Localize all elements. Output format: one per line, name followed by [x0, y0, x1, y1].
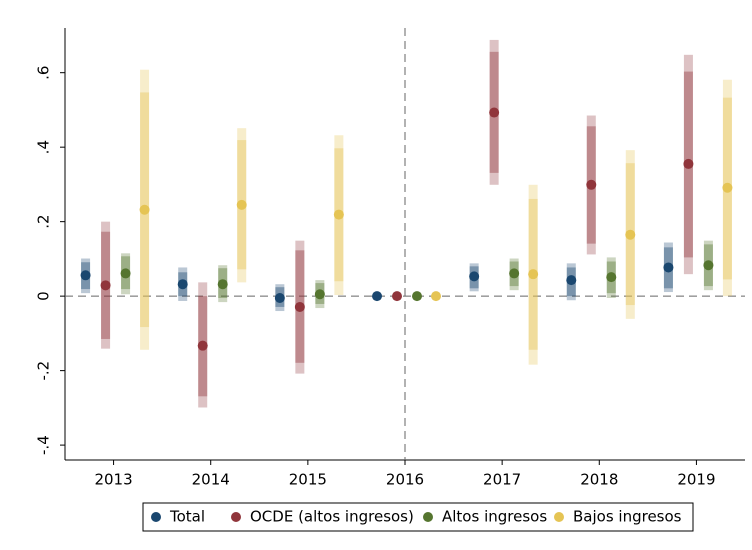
point: [683, 158, 694, 169]
y-tick-label: -.2: [35, 361, 53, 381]
point: [236, 199, 247, 210]
legend-label: Altos ingresos: [442, 508, 547, 526]
point: [197, 340, 208, 351]
x-tick-label: 2018: [580, 471, 618, 489]
point: [274, 293, 285, 303]
legend-label: Total: [169, 508, 205, 526]
x-tick-label: 2017: [483, 471, 521, 489]
point: [139, 204, 150, 215]
point: [566, 275, 577, 286]
point: [722, 182, 733, 193]
point: [663, 262, 674, 273]
legend-marker: [554, 512, 564, 522]
point: [703, 260, 714, 271]
x-tick-label: 2015: [289, 471, 327, 489]
point: [625, 229, 636, 240]
y-tick-label: 0: [35, 291, 53, 301]
x-tick-label: 2019: [677, 471, 715, 489]
point: [80, 270, 91, 281]
point: [217, 279, 228, 290]
point: [392, 291, 402, 302]
point: [294, 301, 305, 312]
x-tick-label: 2014: [192, 471, 230, 489]
point: [528, 269, 539, 280]
legend-marker: [231, 512, 241, 522]
point: [100, 280, 111, 291]
point: [333, 209, 344, 220]
y-tick-label: .6: [35, 66, 53, 80]
legend-marker: [151, 512, 161, 522]
point: [606, 272, 617, 283]
point: [314, 289, 325, 300]
legend-marker: [423, 512, 433, 522]
point: [431, 291, 441, 302]
point: [372, 291, 382, 302]
point: [177, 279, 188, 290]
point: [489, 107, 500, 118]
legend-label: Bajos ingresos: [573, 508, 682, 526]
point: [120, 268, 131, 279]
x-tick-label: 2016: [386, 471, 424, 489]
y-tick-label: .2: [35, 214, 53, 228]
y-tick-label: -.4: [35, 435, 53, 455]
legend-label: OCDE (altos ingresos): [250, 508, 414, 526]
x-tick-label: 2013: [94, 471, 132, 489]
point: [586, 179, 597, 190]
y-tick-label: .4: [35, 140, 53, 154]
point: [412, 291, 422, 302]
point: [509, 268, 520, 279]
point: [469, 271, 480, 282]
